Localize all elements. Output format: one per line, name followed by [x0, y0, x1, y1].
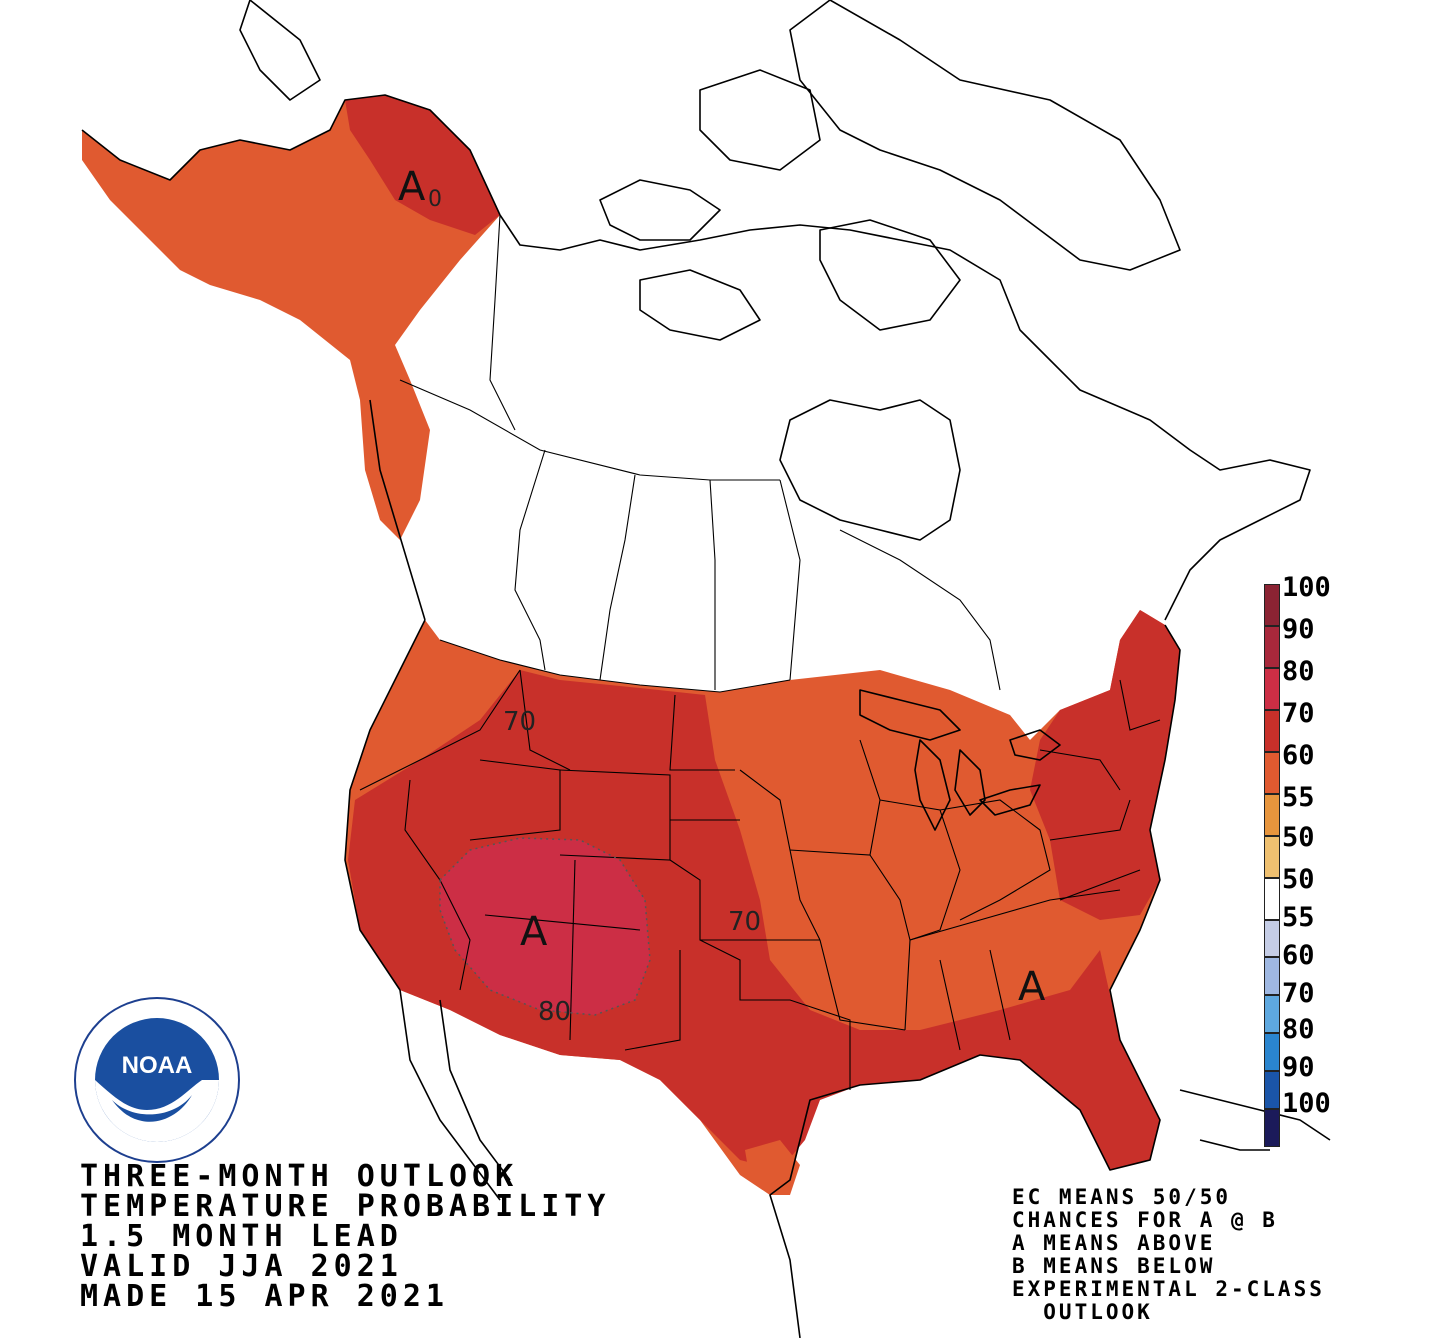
southwest-a-label: A [520, 909, 548, 955]
map-notes-block: EC MEANS 50/50 CHANCES FOR A @ B A MEANS… [1012, 1186, 1325, 1324]
note-line: B MEANS BELOW [1012, 1254, 1216, 1278]
conus-region-70-west [348, 670, 1160, 1170]
legend-tick-label: 100 [1282, 572, 1331, 603]
southeast-a-label: A [1018, 964, 1046, 1010]
noaa-logo-text: NOAA [122, 1052, 193, 1079]
title-line: MADE 15 APR 2021 [80, 1279, 449, 1314]
title-line: VALID JJA 2021 [80, 1249, 403, 1284]
legend-tick-label: 80 [1282, 656, 1315, 687]
note-line: A MEANS ABOVE [1012, 1231, 1216, 1255]
legend-tick-label: 60 [1282, 940, 1315, 971]
noaa-logo: NOAA [74, 997, 240, 1163]
texas-coast-60 [745, 1140, 800, 1195]
legend-tick-label: 55 [1282, 902, 1315, 933]
note-line: OUTLOOK [1012, 1300, 1153, 1324]
legend-tick-label: 60 [1282, 740, 1315, 771]
note-line: EXPERIMENTAL 2-CLASS [1012, 1277, 1325, 1301]
alaska-region-60 [82, 95, 500, 540]
legend-tick-label: 90 [1282, 1052, 1315, 1083]
northwest-70-label: 70 [503, 707, 536, 737]
alaska-a-label: A [398, 164, 426, 210]
legend-swatch [1264, 752, 1280, 794]
legend-tick-label: 50 [1282, 864, 1315, 895]
legend-swatch [1264, 668, 1280, 710]
legend-swatch [1264, 957, 1280, 995]
legend-swatch [1264, 1109, 1280, 1147]
southwest-80-label: 80 [538, 997, 571, 1027]
legend-swatch [1264, 878, 1280, 920]
legend-swatch [1264, 626, 1280, 668]
legend-tick-label: 55 [1282, 782, 1315, 813]
note-line: EC MEANS 50/50 [1012, 1185, 1232, 1209]
note-line: CHANCES FOR A @ B [1012, 1208, 1278, 1232]
legend-swatch [1264, 584, 1280, 626]
map-title-block: THREE-MONTH OUTLOOK TEMPERATURE PROBABIL… [80, 1162, 610, 1312]
legend-swatch [1264, 1071, 1280, 1109]
southwest-region-80 [440, 838, 650, 1015]
legend-swatch [1264, 920, 1280, 957]
alaska-region-70 [345, 95, 500, 235]
legend-tick-label: 70 [1282, 978, 1315, 1009]
legend-tick-label: 100 [1282, 1088, 1331, 1119]
title-line: TEMPERATURE PROBABILITY [80, 1189, 611, 1224]
contour-80 [439, 837, 651, 1016]
conus-region-70-east [1030, 610, 1180, 920]
legend-swatch [1264, 836, 1280, 878]
political-borders [359, 214, 1161, 1090]
title-line: THREE-MONTH OUTLOOK [80, 1159, 519, 1194]
coastlines [81, 0, 1331, 1338]
alaska-number-label: 0 [428, 187, 442, 212]
legend-tick-label: 50 [1282, 822, 1315, 853]
legend-tick-label: 80 [1282, 1014, 1315, 1045]
legend-tick-label: 70 [1282, 698, 1315, 729]
legend-tick-label: 90 [1282, 614, 1315, 645]
legend-swatch [1264, 794, 1280, 836]
legend-swatch [1264, 1033, 1280, 1071]
legend-swatch [1264, 995, 1280, 1033]
title-line: 1.5 MONTH LEAD [80, 1219, 403, 1254]
legend-swatch [1264, 710, 1280, 752]
plains-70-label: 70 [728, 907, 761, 937]
